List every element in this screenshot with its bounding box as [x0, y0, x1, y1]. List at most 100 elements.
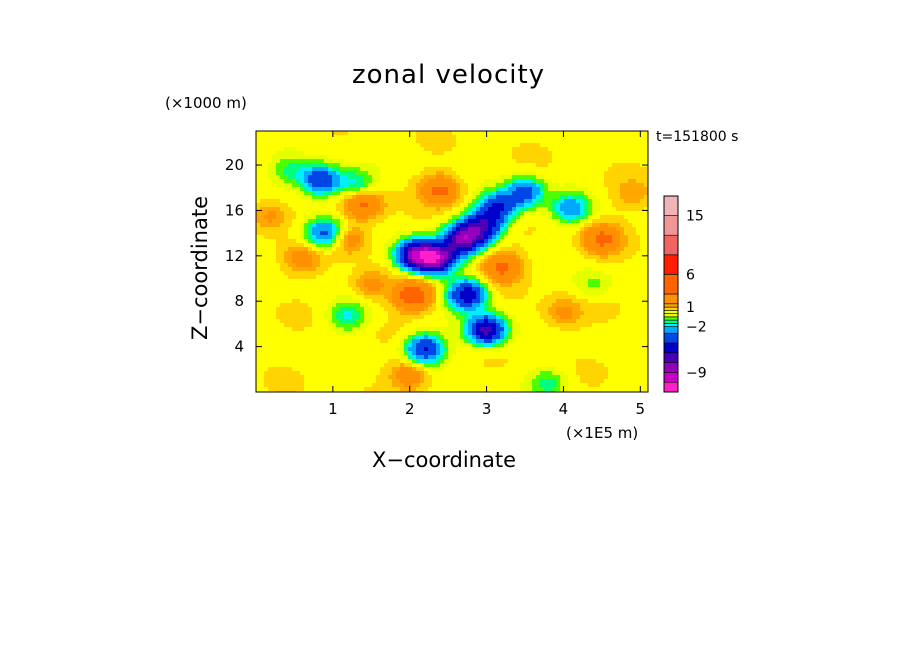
- heatmap-cell: [604, 299, 609, 304]
- heatmap-cell: [276, 183, 281, 188]
- heatmap-cell: [476, 143, 481, 148]
- heatmap-cell: [548, 283, 553, 288]
- heatmap-cell: [488, 223, 493, 228]
- heatmap-cell: [292, 239, 297, 244]
- heatmap-cell: [620, 307, 625, 312]
- heatmap-cell: [524, 143, 529, 148]
- heatmap-cell: [272, 191, 277, 196]
- heatmap-cell: [376, 187, 381, 192]
- heatmap-cell: [620, 135, 625, 140]
- heatmap-cell: [420, 175, 425, 180]
- heatmap-cell: [612, 195, 617, 200]
- heatmap-cell: [348, 159, 353, 164]
- heatmap-cell: [616, 171, 621, 176]
- heatmap-cell: [284, 159, 289, 164]
- heatmap-cell: [604, 135, 609, 140]
- heatmap-cell: [376, 259, 381, 264]
- heatmap-cell: [624, 259, 629, 264]
- heatmap-cell: [496, 259, 501, 264]
- heatmap-cell: [436, 291, 441, 296]
- heatmap-cell: [628, 183, 633, 188]
- heatmap-cell: [476, 135, 481, 140]
- heatmap-cell: [296, 271, 301, 276]
- heatmap-cell: [464, 159, 469, 164]
- heatmap-cell: [504, 243, 509, 248]
- heatmap-cell: [604, 315, 609, 320]
- heatmap-cell: [392, 299, 397, 304]
- heatmap-cell: [420, 303, 425, 308]
- heatmap-cell: [612, 203, 617, 208]
- heatmap-cell: [624, 243, 629, 248]
- heatmap-cell: [420, 131, 425, 136]
- heatmap-cell: [344, 239, 349, 244]
- heatmap-cell: [424, 283, 429, 288]
- heatmap-cell: [556, 203, 561, 208]
- heatmap-cell: [280, 247, 285, 252]
- heatmap-cell: [324, 287, 329, 292]
- heatmap-cell: [324, 307, 329, 312]
- heatmap-cell: [268, 275, 273, 280]
- heatmap-cell: [480, 323, 485, 328]
- heatmap-cell: [476, 211, 481, 216]
- heatmap-cell: [536, 199, 541, 204]
- heatmap-cell: [260, 143, 265, 148]
- heatmap-cell: [300, 143, 305, 148]
- heatmap-cell: [256, 323, 261, 328]
- heatmap-cell: [620, 251, 625, 256]
- heatmap-cell: [440, 295, 445, 300]
- heatmap-cell: [444, 235, 449, 240]
- heatmap-cell: [488, 159, 493, 164]
- heatmap-cell: [572, 287, 577, 292]
- heatmap-cell: [520, 187, 525, 192]
- heatmap-cell: [452, 331, 457, 336]
- heatmap-cell: [432, 235, 437, 240]
- heatmap-cell: [584, 279, 589, 284]
- heatmap-cell: [320, 331, 325, 336]
- heatmap-cell: [364, 295, 369, 300]
- heatmap-cell: [472, 219, 477, 224]
- heatmap-cell: [544, 319, 549, 324]
- heatmap-cell: [416, 147, 421, 152]
- heatmap-cell: [500, 243, 505, 248]
- heatmap-cell: [296, 259, 301, 264]
- heatmap-cell: [408, 171, 413, 176]
- heatmap-cell: [384, 227, 389, 232]
- heatmap-cell: [552, 287, 557, 292]
- heatmap-cell: [260, 295, 265, 300]
- heatmap-cell: [356, 191, 361, 196]
- heatmap-cell: [512, 187, 517, 192]
- heatmap-cell: [292, 319, 297, 324]
- heatmap-cell: [512, 199, 517, 204]
- heatmap-cell: [472, 287, 477, 292]
- heatmap-cell: [320, 255, 325, 260]
- heatmap-cell: [412, 207, 417, 212]
- heatmap-cell: [476, 291, 481, 296]
- heatmap-cell: [404, 279, 409, 284]
- heatmap-cell: [412, 147, 417, 152]
- heatmap-cell: [368, 171, 373, 176]
- heatmap-cell: [256, 167, 261, 172]
- heatmap-cell: [528, 287, 533, 292]
- heatmap-cell: [644, 279, 649, 284]
- heatmap-cell: [372, 199, 377, 204]
- heatmap-cell: [436, 303, 441, 308]
- heatmap-cell: [364, 179, 369, 184]
- heatmap-cell: [284, 191, 289, 196]
- heatmap-cell: [580, 179, 585, 184]
- heatmap-cell: [460, 139, 465, 144]
- heatmap-cell: [516, 187, 521, 192]
- heatmap-cell: [636, 255, 641, 260]
- heatmap-cell: [308, 323, 313, 328]
- heatmap-cell: [456, 251, 461, 256]
- heatmap-cell: [304, 303, 309, 308]
- heatmap-cell: [384, 155, 389, 160]
- heatmap-cell: [580, 259, 585, 264]
- heatmap-cell: [556, 135, 561, 140]
- heatmap-cell: [552, 147, 557, 152]
- heatmap-cell: [552, 319, 557, 324]
- heatmap-cell: [600, 223, 605, 228]
- heatmap-cell: [320, 187, 325, 192]
- heatmap-cell: [452, 183, 457, 188]
- heatmap-cell: [356, 171, 361, 176]
- heatmap-cell: [528, 323, 533, 328]
